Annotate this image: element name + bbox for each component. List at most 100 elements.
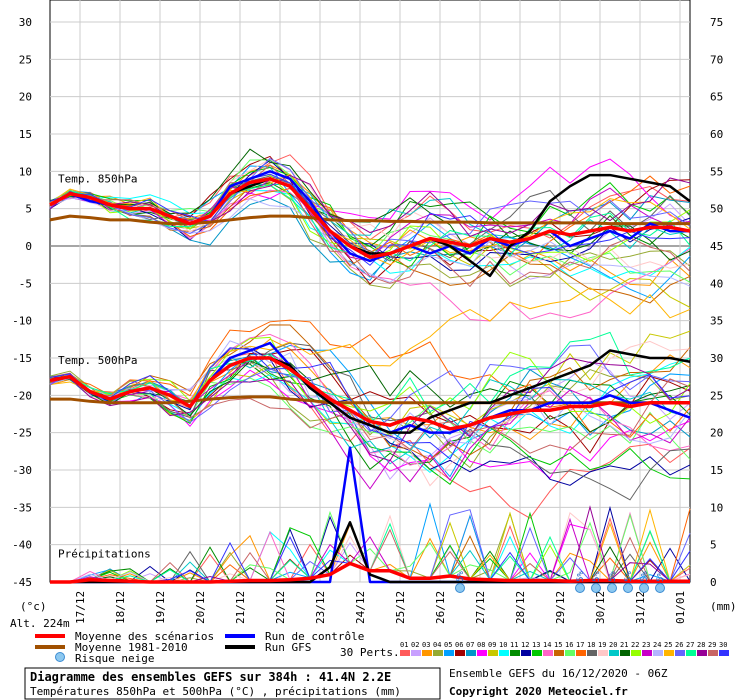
legend-pert-number: 16 [565, 641, 573, 649]
left-tick-label: 10 [19, 165, 32, 178]
pert-line-850 [49, 173, 691, 266]
left-tick-label: -45 [12, 576, 32, 589]
legend-pert-number: 15 [554, 641, 562, 649]
t500-panel-label: Temp. 500hPa [58, 354, 137, 367]
snow-risk-label: 5% [456, 571, 466, 582]
pert-line-500 [49, 340, 691, 487]
date-tick-label: 22/12 [274, 591, 287, 624]
right-unit-label: (mm) [710, 600, 737, 613]
right-tick-label: 70 [710, 53, 723, 66]
left-tick-label: 0 [25, 240, 32, 253]
legend-pert-number: 29 [708, 641, 716, 649]
legend-climo-label: Moyenne 1981-2010 [75, 641, 188, 654]
date-tick-label: 28/12 [514, 591, 527, 624]
left-tick-label: 15 [19, 128, 32, 141]
date-tick-label: 17/12 [74, 591, 87, 624]
legend-pert-number: 05 [444, 641, 452, 649]
snow-risk-label: 5% [592, 571, 602, 582]
left-tick-label: -30 [12, 464, 32, 477]
t850-panel-label: Temp. 850hPa [58, 173, 137, 186]
pert-line-850 [49, 159, 691, 271]
right-tick-label: 35 [710, 315, 723, 328]
right-tick-label: 50 [710, 203, 723, 216]
left-tick-label: 20 [19, 91, 32, 104]
legend-pert-number: 12 [521, 641, 529, 649]
snow-risk-label: 5% [624, 571, 634, 582]
legend-pert-number: 22 [631, 641, 639, 649]
legend-pert-number: 25 [664, 641, 672, 649]
legend-pert-swatch [609, 650, 619, 656]
legend-pert-swatch [422, 650, 432, 656]
footer-title: Diagramme des ensembles GEFS sur 384h : … [30, 670, 392, 684]
series-line-t500 [49, 356, 690, 431]
pert-line-850 [49, 158, 691, 225]
legend-pert-swatch [697, 650, 707, 656]
legend-mean-label: Moyenne des scénarios [75, 630, 214, 643]
ensemble-perturbations [49, 148, 691, 583]
date-tick-label: 20/12 [194, 591, 207, 624]
left-tick-label: -25 [12, 427, 32, 440]
date-tick-label: 19/12 [154, 591, 167, 624]
right-tick-label: 20 [710, 427, 723, 440]
legend-pert-swatch [466, 650, 476, 656]
left-tick-label: -35 [12, 501, 32, 514]
legend-pert-swatch [499, 650, 509, 656]
legend-pert-swatch [620, 650, 630, 656]
legend-pert-swatch [554, 650, 564, 656]
snow-risk-icon [639, 583, 649, 593]
legend-pert-number: 13 [532, 641, 540, 649]
right-tick-label: 15 [710, 464, 723, 477]
pert-line-500 [49, 354, 691, 465]
legend-pert-number: 20 [609, 641, 617, 649]
right-tick-label: 30 [710, 352, 723, 365]
legend-pert-number: 10 [499, 641, 507, 649]
right-tick-label: 0 [710, 576, 717, 589]
legend-pert-number: 27 [686, 641, 694, 649]
footer-box [24, 667, 441, 700]
snow-risk-icon [575, 583, 585, 593]
legend-pert-swatch [400, 650, 410, 656]
legend-pert-swatch [686, 650, 696, 656]
legend-pert-swatch [708, 650, 718, 656]
pert-line-500 [49, 319, 691, 439]
right-tick-label: 65 [710, 91, 723, 104]
legend-pert-number: 23 [642, 641, 650, 649]
right-tick-label: 5 [710, 539, 717, 552]
left-tick-label: -10 [12, 315, 32, 328]
snow-risk-icon [591, 583, 601, 593]
legend-pert-number: 26 [675, 641, 683, 649]
right-tick-label: 75 [710, 16, 723, 29]
pert-line-850 [49, 175, 691, 262]
legend-pert-swatch [642, 650, 652, 656]
legend-pert-number: 03 [422, 641, 430, 649]
legend-control-label: Run de contrôle [265, 630, 364, 643]
snow-risk-icon [655, 583, 665, 593]
date-tick-label: 29/12 [554, 591, 567, 624]
legend-pert-swatch [719, 650, 729, 656]
legend-pert-swatch [664, 650, 674, 656]
left-tick-label: -40 [12, 539, 32, 552]
snow-risk-label: 5% [576, 571, 586, 582]
left-tick-label: -15 [12, 352, 32, 365]
pert-line-850 [49, 164, 691, 286]
legend-snow-icon [55, 652, 65, 662]
legend-pert-swatch [521, 650, 531, 656]
left-unit-label: (°c) [20, 600, 47, 613]
date-tick-label: 18/12 [114, 591, 127, 624]
snow-risk-markers: 5% 5% 5% 5% 5% 5% 5% [455, 571, 666, 593]
legend-pert-number: 17 [576, 641, 584, 649]
series-line-precip [50, 561, 690, 584]
footer-subtitle: Températures 850hPa et 500hPa (°C) , pré… [30, 685, 401, 698]
date-tick-label: 27/12 [474, 591, 487, 624]
legend-pert-number: 28 [697, 641, 705, 649]
legend-pert-number: 01 [400, 641, 408, 649]
legend-perts-label: 30 Perts. [340, 646, 400, 659]
legend-pert-swatch [565, 650, 575, 656]
legend-pert-number: 08 [477, 641, 485, 649]
left-tick-label: 30 [19, 16, 32, 29]
legend-pert-number: 09 [488, 641, 496, 649]
legend-snow-label: Risque neige [75, 652, 154, 665]
